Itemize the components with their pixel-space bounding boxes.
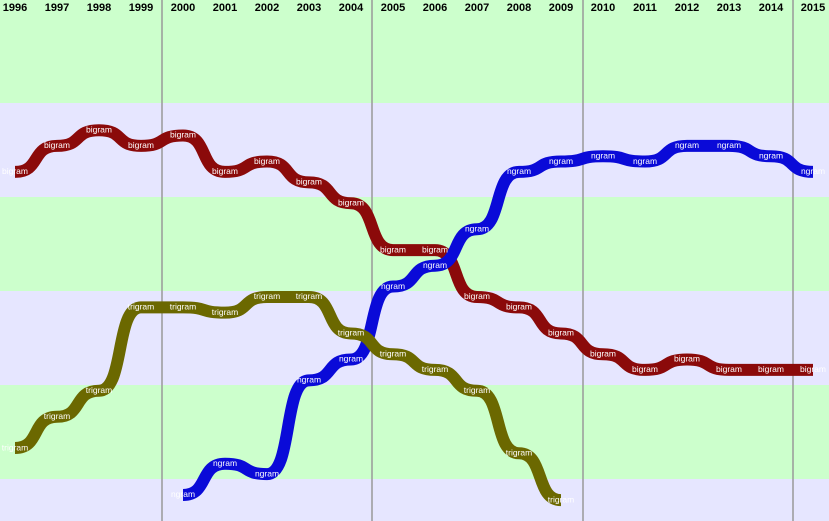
point-label: trigram xyxy=(464,385,490,395)
x-tick-label: 2008 xyxy=(507,2,531,14)
point-label: bigram xyxy=(212,166,238,176)
point-label: trigram xyxy=(212,307,238,317)
point-label: ngram xyxy=(171,489,195,499)
point-label: bigram xyxy=(800,364,826,374)
x-tick-label: 1999 xyxy=(129,2,153,14)
point-label: ngram xyxy=(633,156,657,166)
point-label: trigram xyxy=(2,442,28,452)
point-label: ngram xyxy=(549,156,573,166)
point-label: bigram xyxy=(590,349,616,359)
point-label: bigram xyxy=(296,177,322,187)
point-label: trigram xyxy=(44,411,70,421)
x-tick-label: 2015 xyxy=(801,2,825,14)
point-label: trigram xyxy=(296,291,322,301)
point-label: bigram xyxy=(716,364,742,374)
series-line xyxy=(14,290,562,507)
x-tick-label: 2000 xyxy=(171,2,195,14)
point-label: bigram xyxy=(674,354,700,364)
point-label: bigram xyxy=(128,140,154,150)
point-label: trigram xyxy=(380,349,406,359)
point-label: trigram xyxy=(128,302,154,312)
point-label: ngram xyxy=(381,281,405,291)
point-label: bigram xyxy=(380,244,406,254)
point-label: ngram xyxy=(759,151,783,161)
point-label: bigram xyxy=(170,130,196,140)
x-tick-label: 1996 xyxy=(3,2,27,14)
x-tick-label: 2013 xyxy=(717,2,741,14)
x-tick-label: 2007 xyxy=(465,2,489,14)
band xyxy=(0,385,829,479)
x-tick-label: 2002 xyxy=(255,2,279,14)
series-line xyxy=(14,124,813,376)
x-tick-label: 2009 xyxy=(549,2,573,14)
point-label: bigram xyxy=(506,302,532,312)
x-tick-label: 1997 xyxy=(45,2,69,14)
series-line xyxy=(182,139,814,501)
x-tick-label: 2006 xyxy=(423,2,447,14)
band xyxy=(0,0,829,103)
point-label: trigram xyxy=(338,328,364,338)
point-label: bigram xyxy=(758,364,784,374)
point-label: ngram xyxy=(717,140,741,150)
point-label: bigram xyxy=(254,156,280,166)
point-label: bigram xyxy=(422,244,448,254)
point-label: trigram xyxy=(422,364,448,374)
x-tick-label: 2010 xyxy=(591,2,615,14)
point-label: ngram xyxy=(297,375,321,385)
point-label: ngram xyxy=(591,151,615,161)
x-tick-label: 2014 xyxy=(759,2,784,14)
point-label: ngram xyxy=(675,140,699,150)
x-tick-label: 2005 xyxy=(381,2,405,14)
x-tick-label: 2004 xyxy=(339,2,364,14)
point-label: bigram xyxy=(86,125,112,135)
point-label: trigram xyxy=(506,448,532,458)
point-label: ngram xyxy=(213,458,237,468)
point-label: bigram xyxy=(464,291,490,301)
point-label: trigram xyxy=(170,302,196,312)
x-tick-label: 2001 xyxy=(213,2,237,14)
point-label: ngram xyxy=(339,354,363,364)
point-label: ngram xyxy=(507,166,531,176)
point-label: bigram xyxy=(44,140,70,150)
point-label: bigram xyxy=(338,197,364,207)
point-label: ngram xyxy=(465,223,489,233)
band xyxy=(0,479,829,521)
point-label: trigram xyxy=(548,494,574,504)
point-label: bigram xyxy=(632,364,658,374)
point-label: ngram xyxy=(255,468,279,478)
point-label: bigram xyxy=(548,328,574,338)
point-label: ngram xyxy=(801,166,825,176)
point-label: trigram xyxy=(86,385,112,395)
x-tick-label: 2012 xyxy=(675,2,699,14)
x-tick-label: 2003 xyxy=(297,2,321,14)
x-tick-label: 2011 xyxy=(633,2,657,14)
point-label: ngram xyxy=(423,260,447,270)
x-tick-label: 1998 xyxy=(87,2,111,14)
point-label: trigram xyxy=(254,291,280,301)
point-label: bigram xyxy=(2,166,28,176)
